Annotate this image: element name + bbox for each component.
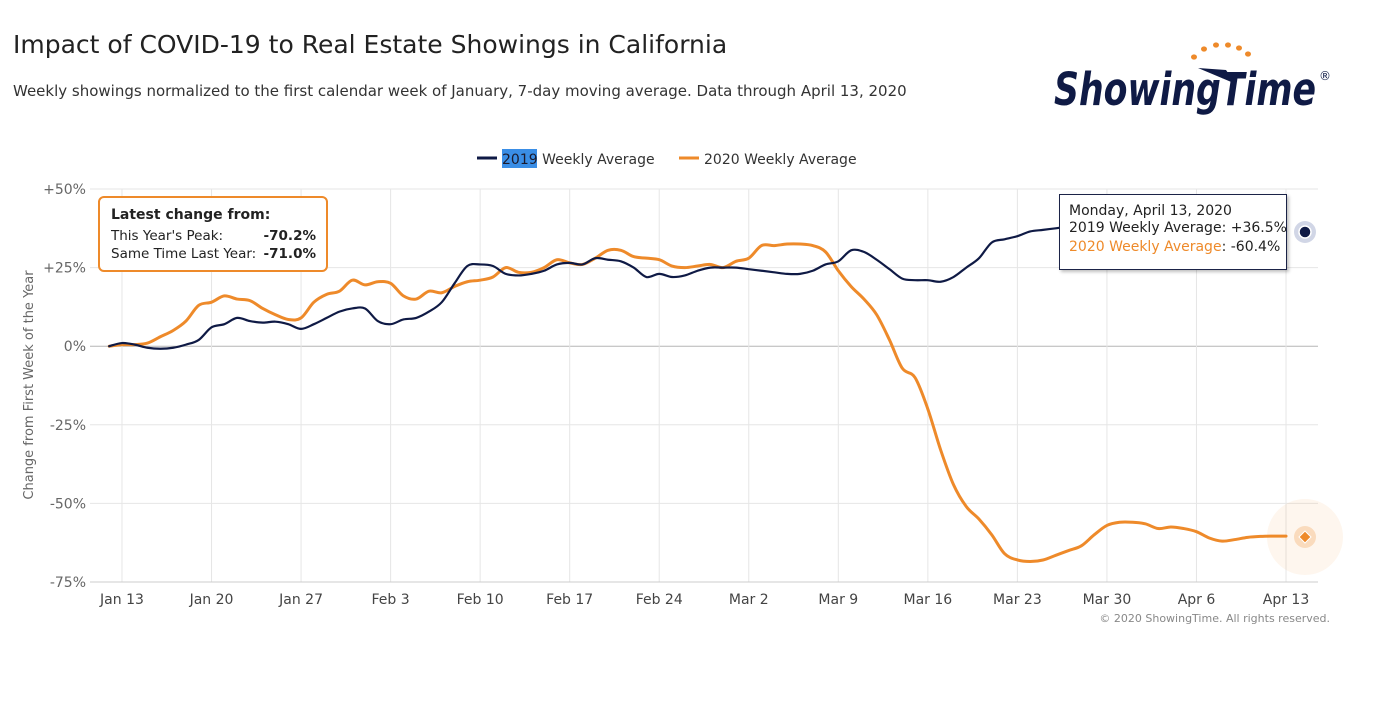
legend-2019-label[interactable]: 2019 Weekly Average bbox=[502, 152, 655, 168]
x-tick-label: Feb 10 bbox=[457, 592, 504, 608]
tooltip-2019-label: 2019 Weekly Average bbox=[1069, 220, 1222, 236]
logo-swoosh-icon bbox=[1198, 68, 1236, 84]
series-line-2020[interactable] bbox=[107, 242, 1288, 564]
chart-subtitle: Weekly showings normalized to the first … bbox=[13, 82, 907, 100]
x-tick-label: Jan 27 bbox=[278, 592, 323, 608]
logo-registered-mark: ® bbox=[1319, 69, 1331, 83]
y-tick-label: +50% bbox=[43, 182, 86, 198]
x-tick-label: Jan 13 bbox=[99, 592, 144, 608]
x-tick-label: Apr 6 bbox=[1178, 592, 1216, 608]
x-tick-label: Mar 23 bbox=[993, 592, 1042, 608]
chart-title: Impact of COVID-19 to Real Estate Showin… bbox=[13, 30, 728, 59]
logo-wordmark: ShowingTime bbox=[1054, 63, 1316, 116]
peak-value: -70.2% bbox=[263, 228, 316, 244]
logo-dots-icon bbox=[1191, 42, 1251, 60]
x-tick-label: Feb 17 bbox=[546, 592, 593, 608]
tooltip-2019-row: 2019 Weekly Average: +36.5% bbox=[1069, 219, 1287, 238]
series-layer bbox=[107, 225, 1288, 564]
legend-2019-year: 2019 bbox=[502, 152, 538, 168]
y-tick-label: -50% bbox=[50, 496, 86, 512]
point-2019-latest bbox=[1298, 225, 1312, 239]
point-2020-latest bbox=[1298, 530, 1312, 544]
y-tick-label: -25% bbox=[50, 418, 86, 434]
legend[interactable]: 2019 Weekly Average 2020 Weekly Average bbox=[477, 149, 857, 168]
x-tick-label: Feb 3 bbox=[372, 592, 410, 608]
y-tick-label: 0% bbox=[64, 339, 86, 355]
legend-highlight bbox=[502, 149, 537, 168]
x-tick-label: Jan 20 bbox=[189, 592, 234, 608]
x-tick-label: Mar 2 bbox=[729, 592, 769, 608]
hover-marker-2020 bbox=[1267, 499, 1343, 575]
x-tick-label: Mar 9 bbox=[818, 592, 858, 608]
last-year-label: Same Time Last Year: bbox=[111, 246, 257, 262]
tooltip-2020-row: 2020 Weekly Average: -60.4% bbox=[1069, 238, 1280, 257]
peak-label: This Year's Peak: bbox=[111, 228, 224, 244]
x-tick-label: Apr 13 bbox=[1263, 592, 1309, 608]
hover-tooltip: Monday, April 13, 2020 2019 Weekly Avera… bbox=[1059, 194, 1287, 270]
y-tick-label: -75% bbox=[50, 575, 86, 591]
y-axis-title: Change from First Week of the Year bbox=[22, 270, 37, 500]
x-tick-label: Mar 16 bbox=[904, 592, 953, 608]
latest-change-heading: Latest change from: bbox=[111, 207, 271, 223]
tick-layer: +50% +25% 0% -25% -50% -75% Jan 13 Jan 20 Jan 27… bbox=[43, 182, 1309, 608]
tooltip-2019-value: : +36.5% bbox=[1221, 220, 1287, 236]
x-tick-label: Mar 30 bbox=[1083, 592, 1132, 608]
latest-change-box: Latest change from: This Year's Peak: -7… bbox=[98, 196, 328, 272]
showingtime-logo: ShowingTime ® bbox=[1054, 42, 1331, 116]
legend-2019-rest: Weekly Average bbox=[538, 152, 655, 168]
tooltip-2020-label: 2020 Weekly Average bbox=[1069, 239, 1222, 255]
copyright-credit: © 2020 ShowingTime. All rights reserved. bbox=[1099, 612, 1330, 625]
tooltip-date: Monday, April 13, 2020 bbox=[1069, 203, 1232, 219]
y-tick-label: +25% bbox=[43, 261, 86, 277]
legend-2020-label[interactable]: 2020 Weekly Average bbox=[704, 152, 857, 168]
latest-change-row: Same Time Last Year: -71.0% bbox=[111, 245, 316, 263]
last-year-value: -71.0% bbox=[263, 246, 316, 262]
x-tick-label: Feb 24 bbox=[636, 592, 683, 608]
hover-marker-2019 bbox=[1294, 221, 1316, 243]
latest-change-row: This Year's Peak: -70.2% bbox=[111, 227, 316, 245]
tooltip-2020-value: : -60.4% bbox=[1221, 239, 1281, 255]
